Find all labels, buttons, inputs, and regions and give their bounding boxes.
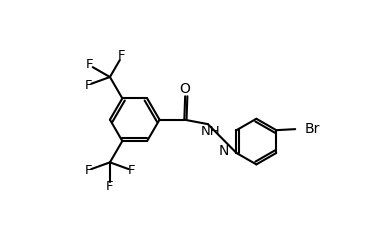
Text: F: F [86,58,94,71]
Text: F: F [84,164,92,177]
Text: F: F [118,50,125,63]
Text: O: O [180,82,191,96]
Text: Br: Br [304,122,320,136]
Text: F: F [128,164,135,177]
Text: F: F [106,180,114,193]
Text: F: F [84,79,92,92]
Text: NH: NH [200,125,220,137]
Text: N: N [218,144,228,158]
